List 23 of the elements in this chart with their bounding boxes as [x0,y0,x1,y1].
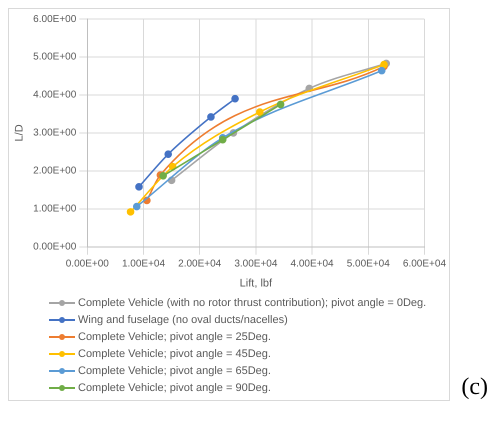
legend-label: Complete Vehicle; pivot angle = 45Deg. [78,348,271,360]
x-tick-label: 4.00E+04 [290,258,334,270]
x-tick-label: 3.00E+04 [234,258,278,270]
x-tick-label: 1.00E+04 [122,258,166,270]
x-tick-label: 6.00E+04 [402,258,446,270]
y-axis-title: L/D [14,124,26,142]
legend-label: Complete Vehicle; pivot angle = 65Deg. [78,364,271,376]
legend-label: Complete Vehicle; pivot angle = 25Deg. [78,330,271,342]
legend-label: Complete Vehicle (with no rotor thrust contribution); pivot angle = 0Deg. [78,296,426,308]
y-tick-label: 6.00E+00 [33,14,77,25]
y-tick-label: 3.00E+00 [33,128,77,139]
legend-label: Complete Vehicle; pivot angle = 90Deg. [78,382,271,394]
x-tick-label: 5.00E+04 [346,258,390,270]
y-tick-label: 2.00E+00 [33,166,77,177]
x-tick-label: 2.00E+04 [178,258,222,270]
legend-label: Wing and fuselage (no oval ducts/nacelles) [78,314,288,326]
y-tick-label: 5.00E+00 [33,52,77,63]
text: (c) [461,374,488,401]
y-tick-label: 0.00E+00 [33,242,77,253]
x-tick-label: 0.00E+00 [66,258,110,270]
x-axis-title: Lift, lbf [240,277,274,290]
y-tick-label: 1.00E+00 [33,204,77,215]
y-tick-label: 4.00E+00 [33,90,77,101]
